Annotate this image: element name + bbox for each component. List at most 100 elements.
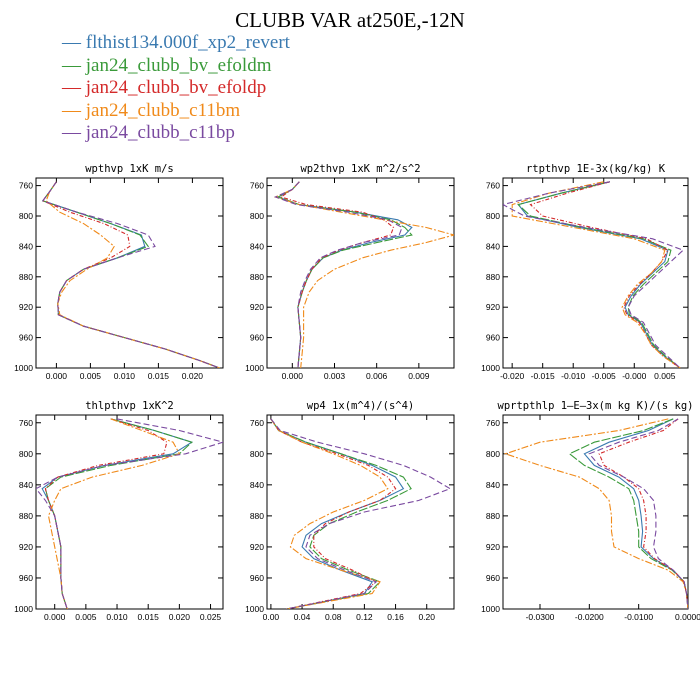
- y-tick-label: 800: [250, 449, 264, 459]
- panel-title: wpthvp 1xK m/s: [85, 163, 174, 175]
- x-tick-label: 0.005: [80, 371, 102, 381]
- x-tick-label: 0.010: [106, 612, 128, 622]
- x-tick-label: 0.015: [138, 612, 160, 622]
- x-tick-label: -0.015: [531, 371, 555, 381]
- y-tick-label: 760: [486, 418, 500, 428]
- series-line-5: [503, 181, 685, 368]
- y-tick-label: 880: [250, 272, 264, 282]
- y-tick-label: 880: [486, 511, 500, 521]
- y-tick-label: 760: [19, 418, 33, 428]
- panel-frame: [35, 414, 224, 610]
- y-tick-label: 920: [19, 302, 33, 312]
- x-tick-label: 0.005: [75, 612, 97, 622]
- y-tick-label: 840: [250, 241, 264, 251]
- x-tick-label: 0.0000: [675, 612, 700, 622]
- x-tick-label: 0.00: [263, 612, 280, 622]
- y-tick-label: 840: [250, 480, 264, 490]
- series-line-2: [270, 418, 412, 609]
- panel-title: wp2thvp 1xK m^2/s^2: [300, 163, 420, 175]
- y-tick-label: 800: [486, 211, 500, 221]
- legend: — flthist134.000f_xp2_revert — jan24_club…: [62, 32, 290, 145]
- y-tick-label: 960: [250, 333, 264, 343]
- y-tick-label: 1000: [245, 363, 264, 373]
- y-tick-label: 920: [19, 542, 33, 552]
- panel-frame: [35, 177, 224, 369]
- y-tick-label: 800: [250, 211, 264, 221]
- x-tick-label: -0.0200: [575, 612, 604, 622]
- x-tick-label: -0.0300: [526, 612, 555, 622]
- x-tick-label: 0.005: [654, 371, 676, 381]
- series-line-5: [270, 418, 452, 609]
- y-tick-label: 1000: [245, 604, 264, 614]
- y-tick-label: 880: [250, 511, 264, 521]
- y-tick-label: 1000: [14, 604, 33, 614]
- y-tick-label: 1000: [481, 604, 500, 614]
- series-line-4: [47, 418, 181, 609]
- series-line-1: [517, 181, 681, 368]
- series-line-4: [270, 418, 389, 609]
- x-tick-label: -0.0100: [624, 612, 653, 622]
- x-tick-label: 0.025: [200, 612, 222, 622]
- y-tick-label: 1000: [14, 363, 33, 373]
- y-tick-label: 760: [250, 418, 264, 428]
- x-tick-label: 0.003: [324, 371, 346, 381]
- y-tick-label: 840: [486, 480, 500, 490]
- x-tick-label: 0.009: [408, 371, 430, 381]
- panel-title: wprtpthlp 1–E–3x(m kg K)/(s kg): [498, 400, 694, 412]
- x-tick-label: 0.08: [325, 612, 342, 622]
- x-tick-label: 0.010: [114, 371, 136, 381]
- y-tick-label: 760: [486, 181, 500, 191]
- panel-frame: [502, 414, 689, 610]
- series-line-5: [588, 418, 688, 609]
- series-line-1: [276, 181, 413, 368]
- y-tick-label: 760: [19, 181, 33, 191]
- series-line-3: [270, 418, 397, 609]
- y-tick-label: 920: [250, 542, 264, 552]
- y-tick-label: 960: [250, 573, 264, 583]
- x-tick-label: 0.020: [182, 371, 204, 381]
- x-tick-label: -0.010: [561, 371, 585, 381]
- y-tick-label: 840: [486, 241, 500, 251]
- y-tick-label: 800: [486, 449, 500, 459]
- x-tick-label: 0.16: [387, 612, 404, 622]
- x-tick-label: -0.005: [592, 371, 616, 381]
- x-tick-label: 0.12: [356, 612, 373, 622]
- x-tick-label: 0.000: [44, 612, 66, 622]
- y-tick-label: 760: [250, 181, 264, 191]
- panel-title: wp4 1x(m^4)/(s^4): [307, 400, 414, 412]
- x-tick-label: -0.020: [500, 371, 524, 381]
- y-tick-label: 800: [19, 211, 33, 221]
- series-line-1: [41, 418, 194, 609]
- panel-title: thlpthvp 1xK^2: [85, 400, 174, 412]
- panel-frame: [502, 177, 689, 369]
- series-line-5: [41, 181, 220, 368]
- series-line-4: [511, 181, 681, 368]
- y-tick-label: 960: [486, 333, 500, 343]
- series-line-3: [529, 181, 681, 368]
- x-tick-label: 0.04: [294, 612, 311, 622]
- legend-entry: — jan24_clubb_c11bm: [62, 99, 241, 121]
- x-tick-label: 0.006: [366, 371, 388, 381]
- y-tick-label: 920: [486, 542, 500, 552]
- series-line-5: [36, 418, 223, 609]
- y-tick-label: 960: [19, 573, 33, 583]
- y-tick-label: 840: [19, 241, 33, 251]
- y-tick-label: 880: [19, 511, 33, 521]
- series-line-3: [598, 418, 688, 609]
- x-tick-label: 0.000: [46, 371, 68, 381]
- y-tick-label: 880: [486, 272, 500, 282]
- series-line-2: [568, 418, 688, 609]
- x-tick-label: 0.20: [418, 612, 435, 622]
- legend-entry: — jan24_clubb_bv_efoldp: [62, 77, 267, 98]
- x-tick-label: 0.015: [148, 371, 170, 381]
- y-tick-label: 920: [250, 302, 264, 312]
- series-line-4: [273, 181, 454, 368]
- series-line-4: [45, 181, 220, 368]
- legend-entry: — jan24_clubb_bv_efoldm: [62, 54, 272, 76]
- series-line-3: [44, 418, 168, 609]
- y-tick-label: 800: [19, 449, 33, 459]
- y-tick-label: 960: [486, 573, 500, 583]
- y-tick-label: 920: [486, 302, 500, 312]
- panel-title: rtpthvp 1E-3x(kg/kg) K: [526, 163, 666, 175]
